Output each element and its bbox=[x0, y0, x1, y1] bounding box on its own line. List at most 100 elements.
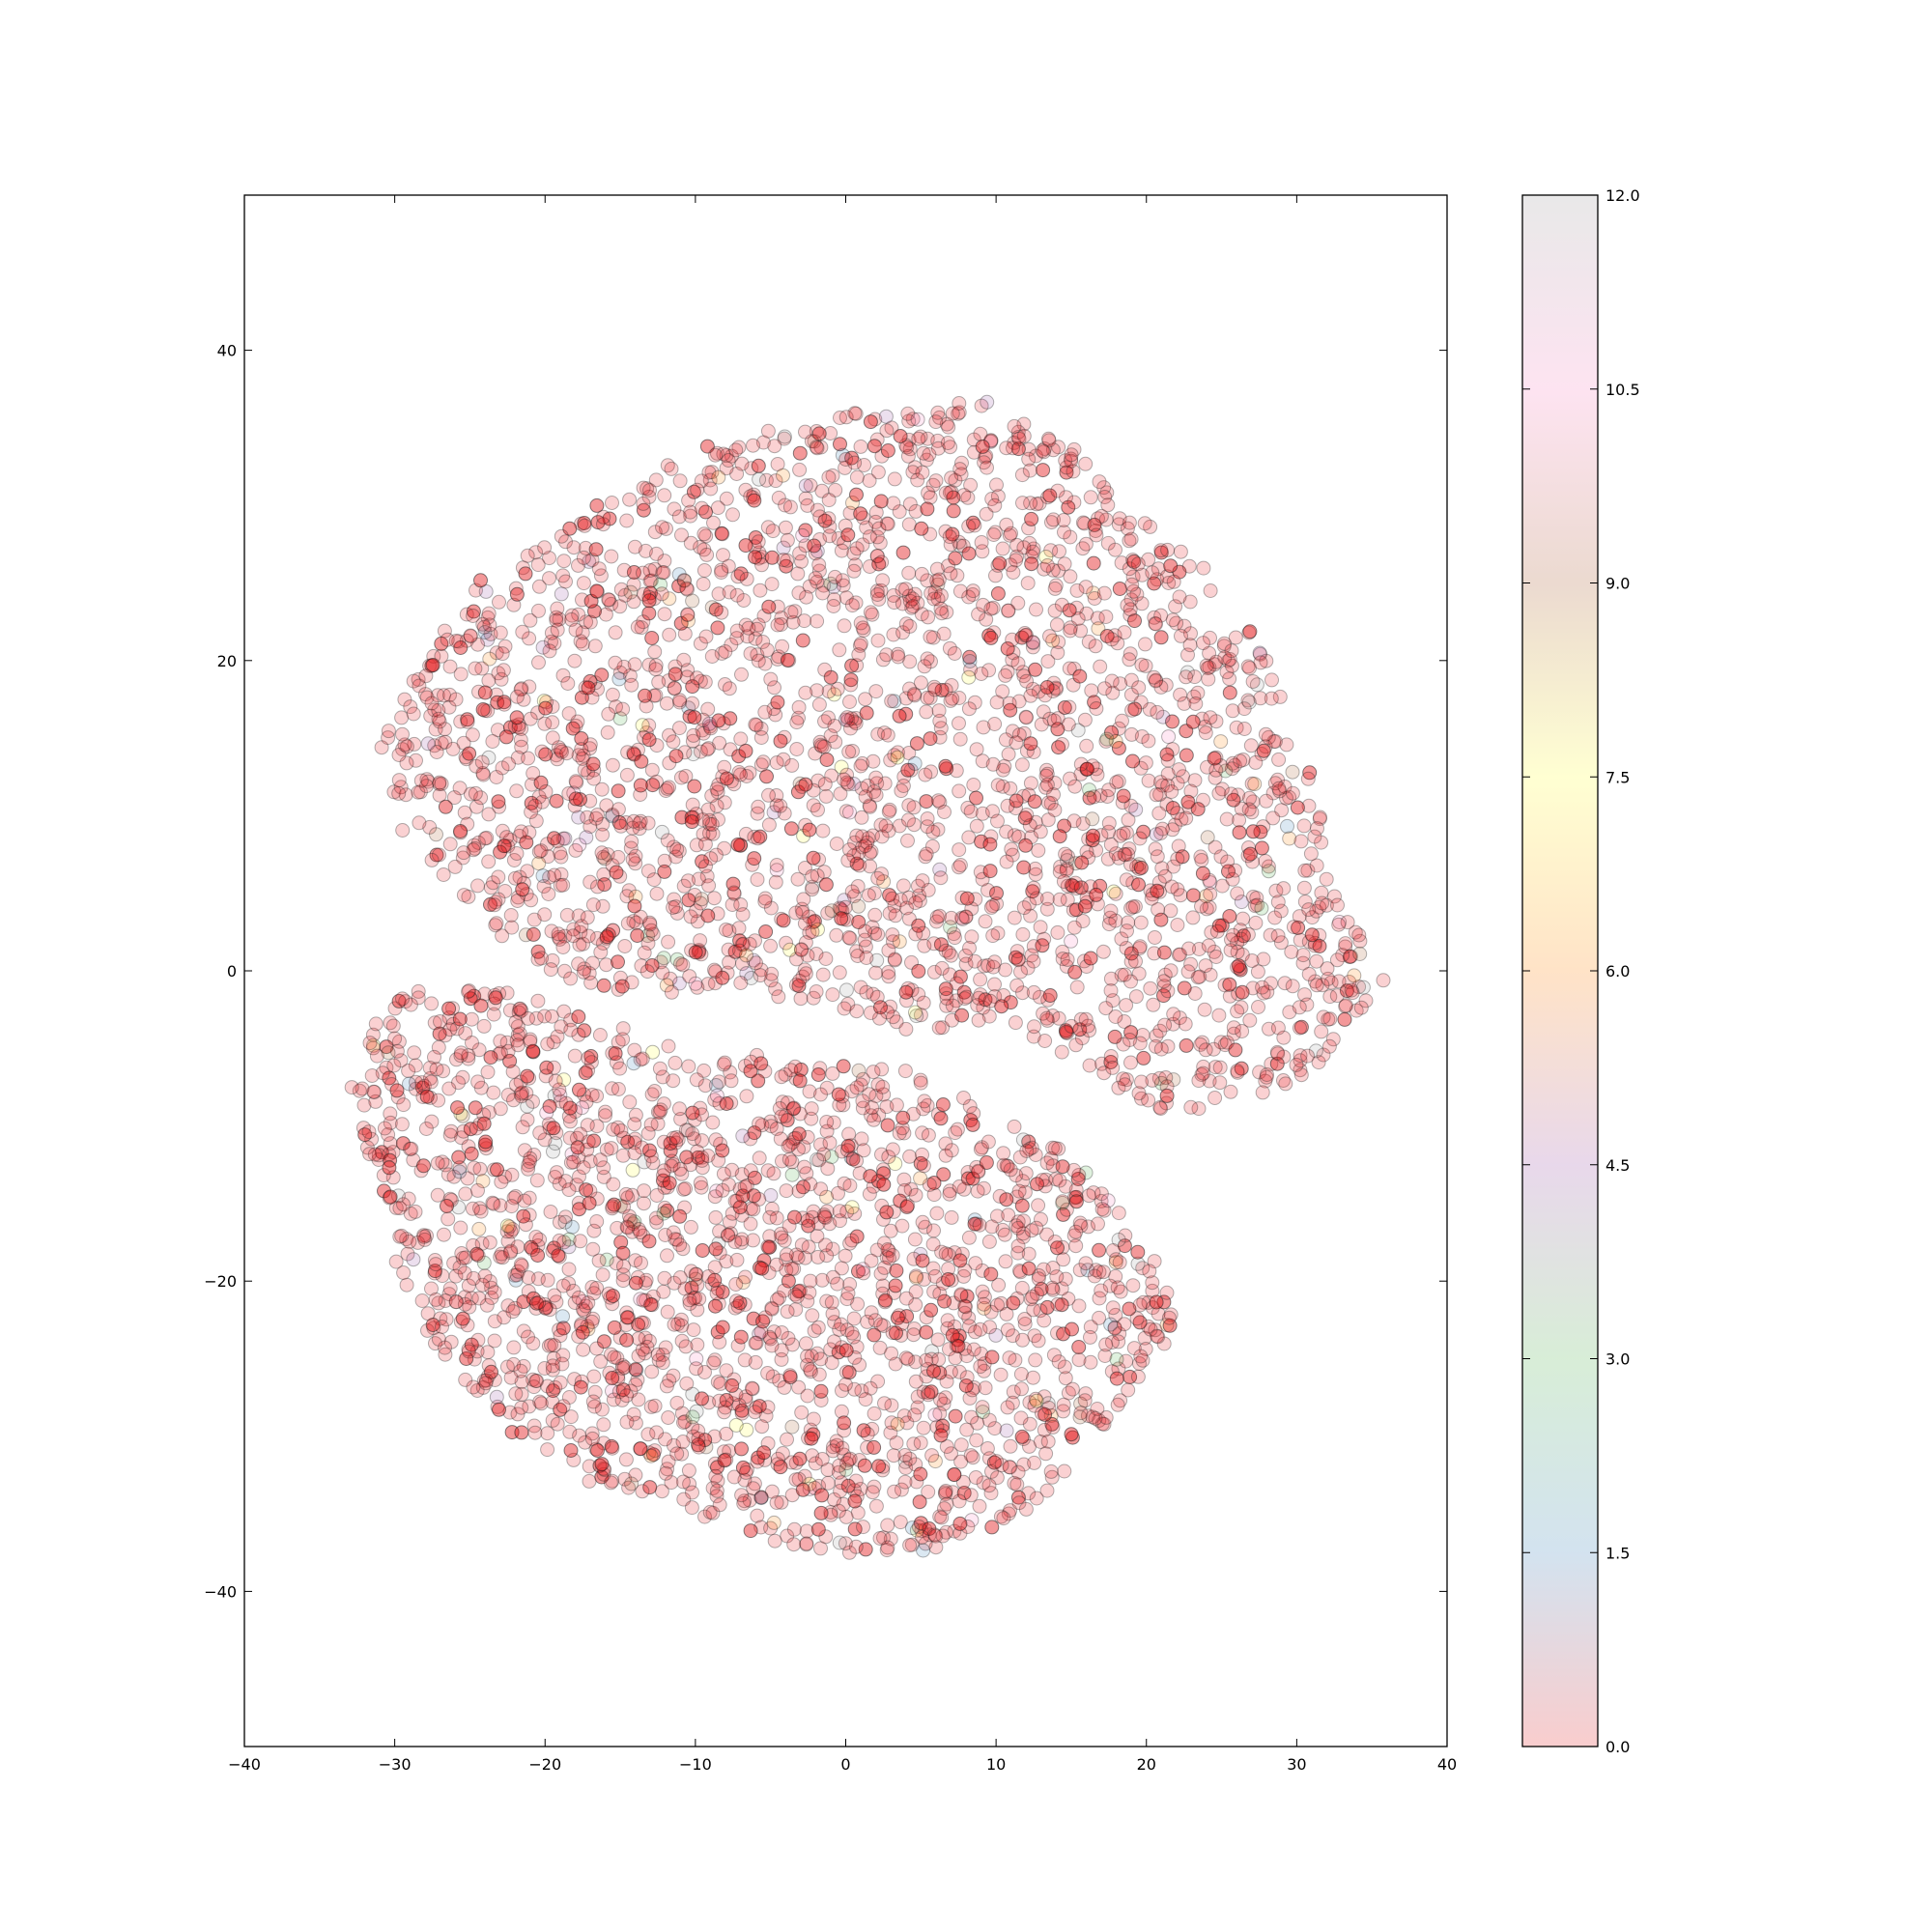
scatter-point bbox=[1065, 878, 1079, 893]
scatter-point bbox=[746, 487, 761, 502]
scatter-point bbox=[1195, 1035, 1210, 1050]
scatter-point bbox=[995, 684, 1010, 699]
scatter-point bbox=[515, 624, 530, 639]
scatter-point bbox=[1087, 789, 1101, 805]
scatter-point bbox=[619, 1332, 635, 1348]
scatter-point bbox=[1121, 812, 1136, 828]
scatter-point bbox=[554, 528, 569, 544]
scatter-point bbox=[879, 647, 895, 663]
scatter-point bbox=[925, 630, 941, 645]
scatter-point bbox=[931, 1020, 947, 1036]
scatter-point bbox=[709, 1286, 724, 1301]
scatter-point bbox=[528, 1230, 544, 1244]
scatter-point bbox=[1085, 811, 1100, 827]
scatter-point bbox=[1122, 652, 1137, 668]
scatter-point bbox=[533, 1396, 549, 1411]
scatter-point bbox=[1016, 540, 1032, 555]
scatter-point bbox=[555, 1278, 571, 1293]
scatter-point bbox=[917, 659, 932, 674]
scatter-point bbox=[1059, 490, 1073, 505]
scatter-point bbox=[1173, 687, 1188, 702]
scatter-point bbox=[901, 798, 917, 813]
scatter-point bbox=[983, 601, 999, 616]
scatter-point bbox=[530, 557, 546, 573]
scatter-point bbox=[1122, 1033, 1137, 1047]
scatter-point bbox=[1338, 998, 1353, 1013]
scatter-point bbox=[837, 618, 852, 634]
scatter-point bbox=[722, 681, 737, 696]
scatter-point bbox=[463, 628, 478, 643]
scatter-point bbox=[1330, 897, 1345, 913]
scatter-point bbox=[521, 1010, 535, 1026]
scatter-point bbox=[647, 1084, 663, 1098]
scatter-point bbox=[1165, 801, 1180, 815]
scatter-point bbox=[1197, 1002, 1212, 1017]
scatter-point bbox=[594, 845, 610, 861]
scatter-point bbox=[700, 908, 716, 923]
scatter-point bbox=[701, 716, 717, 731]
scatter-point bbox=[1009, 553, 1024, 568]
scatter-point bbox=[481, 854, 497, 869]
scatter-point bbox=[1232, 812, 1247, 828]
scatter-point bbox=[580, 910, 595, 925]
scatter-point bbox=[1147, 610, 1162, 625]
scatter-point bbox=[1050, 483, 1065, 498]
scatter-point bbox=[1103, 903, 1119, 919]
scatter-point bbox=[769, 798, 784, 813]
scatter-point bbox=[919, 704, 934, 720]
scatter-point bbox=[923, 490, 938, 505]
scatter-point bbox=[856, 1265, 871, 1281]
scatter-point bbox=[1289, 1057, 1304, 1072]
scatter-point bbox=[822, 519, 838, 534]
scatter-point bbox=[733, 976, 749, 990]
scatter-point bbox=[756, 1445, 772, 1461]
scatter-point bbox=[504, 1167, 520, 1182]
scatter-point bbox=[1040, 654, 1056, 669]
scatter-point bbox=[908, 1005, 923, 1020]
scatter-point bbox=[856, 1143, 871, 1158]
scatter-point bbox=[734, 1441, 749, 1457]
scatter-point bbox=[488, 990, 503, 1006]
scatter-point bbox=[886, 588, 901, 603]
scatter-point bbox=[1240, 926, 1256, 942]
scatter-point bbox=[806, 1411, 821, 1427]
scatter-point bbox=[810, 440, 825, 456]
scatter-point bbox=[1200, 830, 1215, 845]
scatter-point bbox=[774, 1069, 789, 1085]
scatter-point bbox=[686, 1322, 701, 1338]
scatter-point bbox=[598, 607, 613, 622]
scatter-point bbox=[1069, 582, 1085, 598]
scatter-point bbox=[587, 639, 603, 654]
scatter-point bbox=[1045, 1158, 1061, 1174]
scatter-point bbox=[952, 583, 968, 599]
scatter-point bbox=[688, 945, 703, 960]
scatter-point bbox=[1064, 933, 1079, 949]
scatter-point bbox=[981, 1234, 997, 1249]
scatter-point bbox=[1262, 1021, 1276, 1037]
scatter-point bbox=[386, 1058, 402, 1073]
scatter-point bbox=[763, 938, 779, 953]
scatter-point bbox=[944, 1209, 959, 1225]
scatter-point bbox=[1137, 516, 1152, 531]
scatter-point bbox=[847, 1493, 863, 1509]
scatter-point bbox=[838, 982, 854, 998]
scatter-point bbox=[605, 496, 619, 510]
scatter-point bbox=[913, 1466, 928, 1482]
scatter-point bbox=[880, 443, 895, 458]
scatter-point bbox=[1125, 753, 1140, 769]
scatter-point bbox=[915, 1147, 929, 1162]
scatter-point bbox=[844, 598, 860, 613]
scatter-point bbox=[724, 1378, 740, 1393]
scatter-point bbox=[622, 1094, 638, 1110]
scatter-point bbox=[752, 1151, 767, 1166]
scatter-point bbox=[633, 778, 648, 793]
scatter-point bbox=[395, 726, 410, 742]
scatter-point bbox=[983, 899, 999, 915]
scatter-point bbox=[568, 622, 583, 638]
scatter-point bbox=[662, 627, 677, 642]
scatter-point bbox=[844, 450, 860, 466]
scatter-point bbox=[1105, 685, 1121, 700]
scatter-point bbox=[867, 907, 883, 923]
scatter-point bbox=[1170, 918, 1185, 932]
scatter-point bbox=[798, 424, 812, 440]
